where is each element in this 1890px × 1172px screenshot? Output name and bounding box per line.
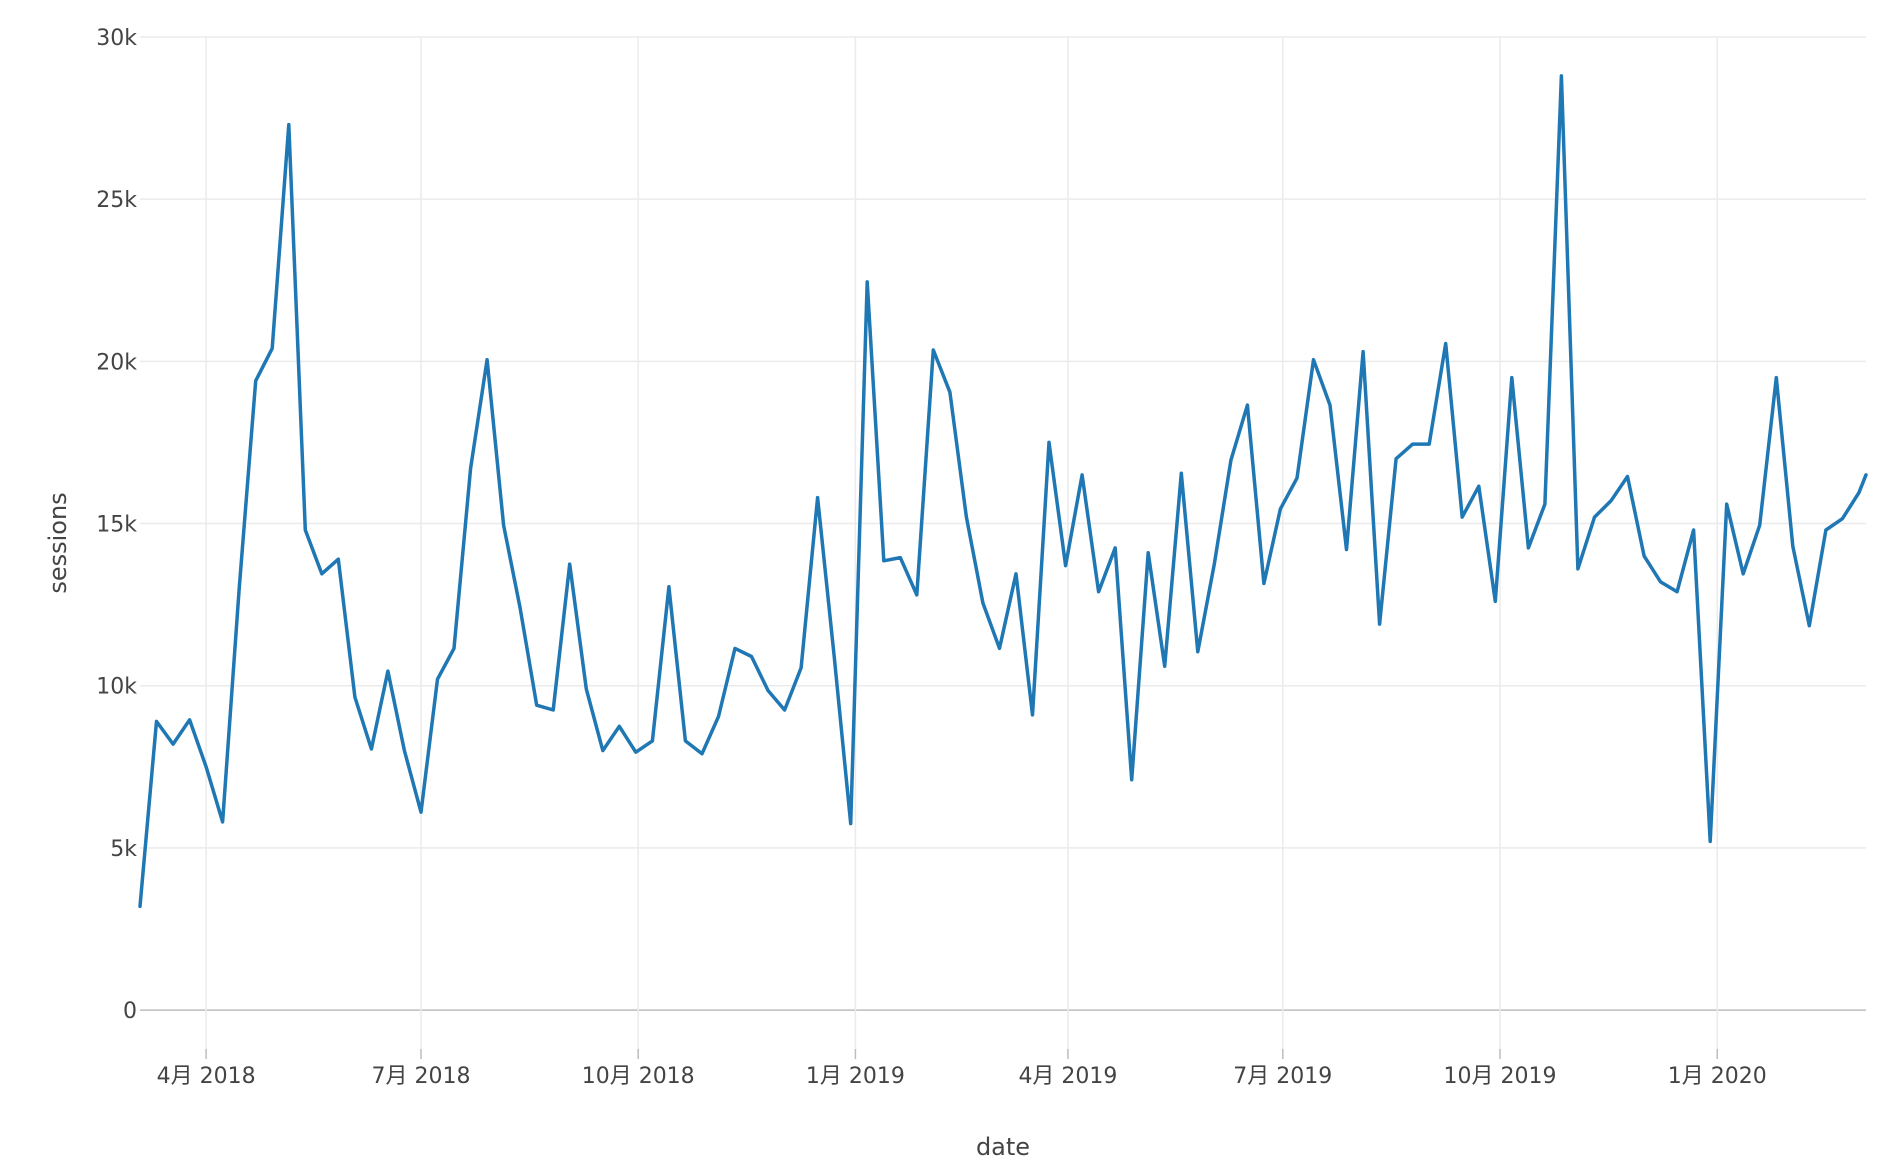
y-tick-label: 5k — [110, 837, 137, 862]
x-tick-label: 7月 2019 — [1233, 1064, 1332, 1089]
x-tick-label: 10月 2018 — [582, 1064, 695, 1089]
series-line-sessions — [138, 74, 1868, 909]
x-tick-label: 10月 2019 — [1444, 1064, 1557, 1089]
y-tick-label: 0 — [123, 999, 137, 1024]
x-tick-label: 4月 2018 — [157, 1064, 256, 1089]
y-tick-label: 30k — [96, 26, 137, 51]
x-axis-title: date — [976, 1133, 1030, 1161]
axes: 0 5k 10k 15k 20k 25k 30k 4月 2018 7月 2018 10月 2018… — [96, 26, 1766, 1089]
y-tick-label: 10k — [96, 675, 137, 700]
x-tick-label: 1月 2019 — [806, 1064, 905, 1089]
series-layer — [138, 74, 1868, 909]
y-tick-label: 20k — [96, 350, 137, 375]
x-tick-label: 1月 2020 — [1668, 1064, 1767, 1089]
y-axis-title: sessions — [44, 492, 72, 593]
x-tick-label: 4月 2019 — [1018, 1064, 1117, 1089]
x-tick-label: 7月 2018 — [371, 1064, 470, 1089]
y-tick-label: 15k — [96, 513, 137, 538]
gridlines — [140, 36, 1866, 1049]
y-tick-label: 25k — [96, 188, 137, 213]
